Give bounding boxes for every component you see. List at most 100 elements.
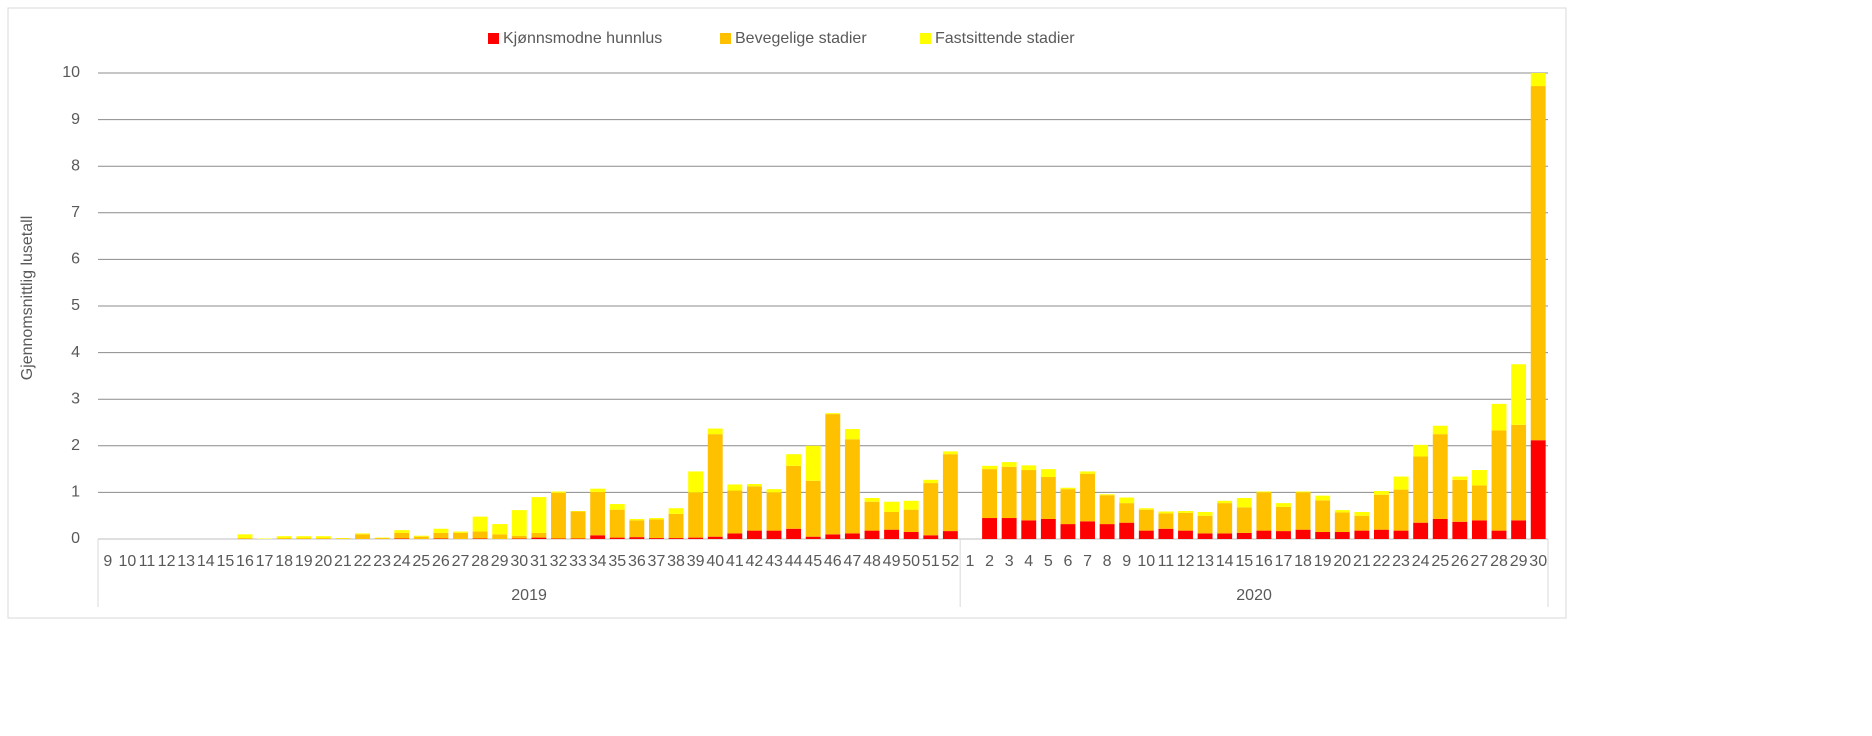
bar-segment	[237, 538, 253, 539]
x-tick-label: 22	[1373, 553, 1391, 570]
legend-label: Bevegelige stadier	[735, 30, 867, 47]
bar-segment	[1119, 503, 1135, 523]
bar-segment	[609, 537, 625, 539]
bar-segment	[1452, 479, 1468, 522]
bar-segment	[1413, 522, 1429, 539]
bar-segment	[688, 471, 704, 493]
legend-label: Fastsittende stadier	[935, 30, 1075, 47]
bar-segment	[1119, 497, 1135, 504]
bar-segment	[1315, 500, 1331, 533]
bar-segment	[1452, 521, 1468, 539]
bar-segment	[1315, 495, 1331, 501]
bar-segment	[531, 532, 547, 538]
x-tick-label: 1	[966, 553, 975, 570]
bar-segment	[511, 535, 527, 539]
bar-segment	[1511, 364, 1527, 425]
bar-segment	[766, 530, 782, 539]
y-tick-label: 0	[71, 530, 80, 547]
bar-segment	[1374, 491, 1389, 495]
bar-segment	[1256, 492, 1272, 531]
y-tick-label: 9	[71, 111, 80, 128]
y-tick-label: 6	[71, 251, 80, 268]
bar-segment	[1178, 512, 1193, 531]
bar-segment	[746, 530, 762, 539]
bar-segment	[1138, 530, 1154, 539]
bar-segment	[237, 534, 253, 539]
bar-segment	[1334, 510, 1350, 513]
x-tick-label: 14	[197, 553, 215, 570]
bar-segment	[1471, 520, 1487, 539]
bar-segment	[629, 520, 645, 538]
bar-segment	[766, 489, 782, 493]
bar-segment	[649, 519, 664, 539]
x-tick-label: 47	[843, 553, 861, 570]
x-tick-label: 45	[804, 553, 822, 570]
bar-segment	[707, 434, 723, 537]
x-tick-label: 26	[1451, 553, 1469, 570]
bar-segment	[1334, 512, 1350, 533]
x-tick-label: 31	[530, 553, 548, 570]
bar-segment	[1432, 425, 1448, 435]
x-tick-label: 38	[667, 553, 685, 570]
x-tick-label: 42	[746, 553, 764, 570]
bar-segment	[1530, 440, 1546, 539]
x-tick-label: 18	[1294, 553, 1312, 570]
x-tick-label: 49	[883, 553, 901, 570]
bar-segment	[1099, 494, 1115, 496]
bar-segment	[1021, 520, 1037, 539]
bar-segment	[1374, 529, 1389, 539]
bar-segment	[864, 497, 880, 502]
bar-segment	[394, 530, 410, 533]
y-tick-label: 8	[71, 157, 80, 174]
bar-segment	[1099, 524, 1115, 539]
bar-segment	[413, 536, 429, 539]
bar-segment	[1080, 521, 1095, 539]
bar-segment	[1040, 477, 1056, 519]
x-tick-label: 44	[785, 553, 803, 570]
bar-segment	[884, 511, 900, 530]
bar-segment	[923, 483, 939, 536]
x-tick-label: 17	[256, 553, 274, 570]
bar-segment	[355, 534, 370, 539]
bar-segment	[864, 501, 880, 531]
bar-segment	[315, 538, 331, 539]
legend-swatch	[920, 33, 931, 44]
bar-segment	[1471, 470, 1487, 486]
x-tick-label: 12	[1177, 553, 1195, 570]
x-tick-label: 27	[1471, 553, 1489, 570]
bar-segment	[1158, 511, 1174, 514]
x-tick-label: 20	[314, 553, 332, 570]
bar-segment	[942, 454, 958, 532]
bar-segment	[1491, 530, 1507, 539]
x-tick-label: 11	[1158, 553, 1175, 570]
x-tick-label: 16	[236, 553, 254, 570]
x-tick-label: 7	[1083, 553, 1092, 570]
x-tick-label: 24	[1412, 553, 1430, 570]
x-tick-label: 43	[765, 553, 783, 570]
x-tick-label: 23	[373, 553, 391, 570]
bar-segment	[844, 439, 860, 534]
y-tick-label: 4	[71, 344, 80, 361]
bar-segment	[1413, 456, 1429, 523]
x-tick-label: 30	[510, 553, 528, 570]
x-tick-label: 36	[628, 553, 646, 570]
x-tick-label: 4	[1024, 553, 1033, 570]
y-tick-label: 3	[71, 390, 80, 407]
y-axis-label: Gjennomsnittlig lusetall	[19, 216, 36, 381]
bar-segment	[903, 509, 919, 533]
x-tick-label: 21	[1353, 553, 1371, 570]
bar-segment	[1158, 513, 1174, 529]
legend-label: Kjønnsmodne hunnlus	[503, 30, 662, 47]
x-tick-label: 13	[177, 553, 195, 570]
bar-segment	[1138, 509, 1154, 531]
bar-segment	[1295, 529, 1311, 539]
bar-segment	[1158, 528, 1174, 539]
bar-segment	[982, 469, 997, 519]
bar-segment	[531, 497, 547, 533]
bar-segment	[453, 532, 468, 539]
bar-segment	[1021, 465, 1037, 471]
x-tick-label: 21	[334, 553, 352, 570]
bar-segment	[942, 451, 958, 455]
bar-segment	[1354, 511, 1370, 516]
